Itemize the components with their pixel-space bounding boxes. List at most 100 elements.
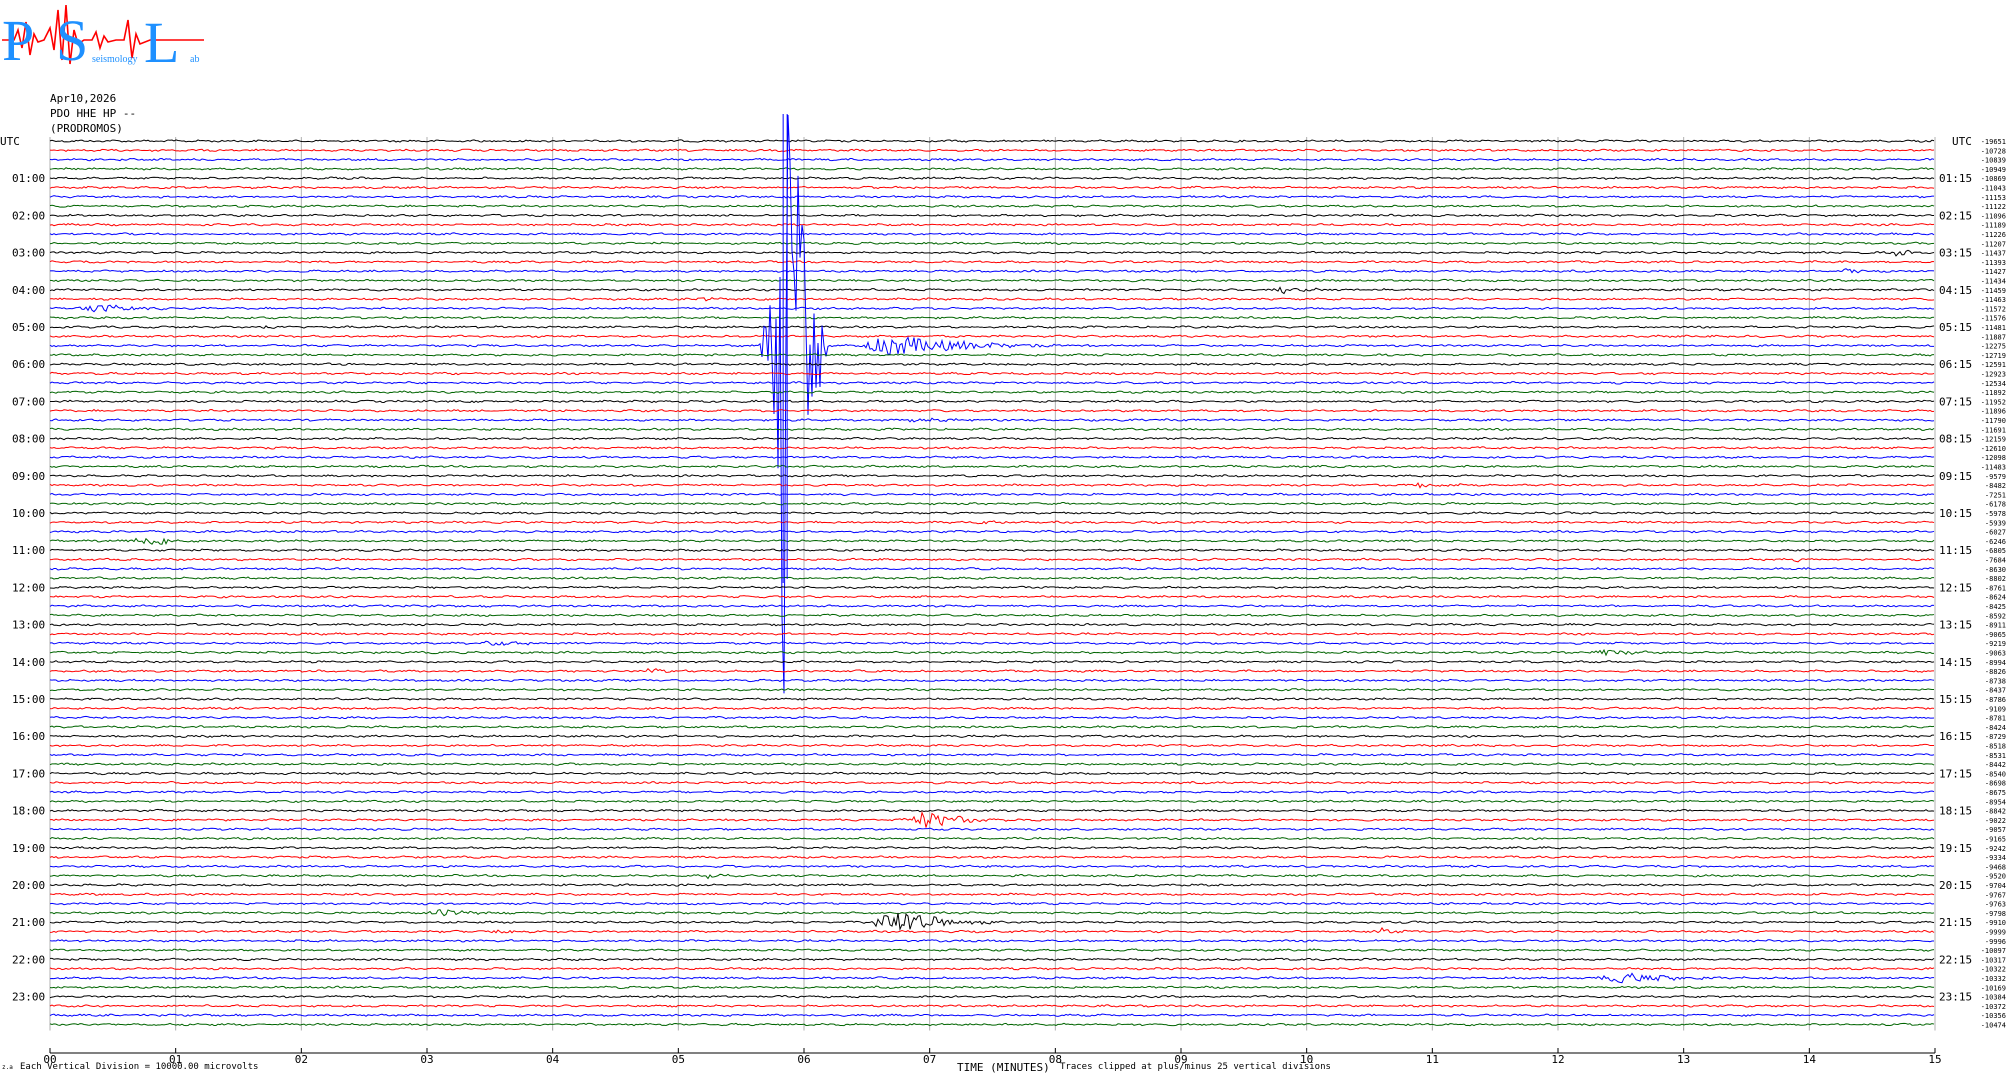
trace-offset-label-68: -8540 [1985, 770, 2006, 778]
trace-offset-label-72: -8842 [1985, 808, 2006, 816]
trace-42 [49, 529, 1935, 534]
trace-offset-label-36: -9579 [1985, 473, 2006, 481]
trace-81 [49, 892, 1935, 897]
trace-35 [49, 464, 1935, 469]
logo-seismogram-icon [2, 4, 204, 65]
left-hour-label-2200: 22:00 [12, 953, 45, 966]
trace-95 [49, 1022, 1935, 1027]
trace-offset-label-17: -11463 [1981, 296, 2006, 304]
right-hour-label-0615: 06:15 [1939, 358, 1972, 371]
trace-offset-label-88: -10317 [1981, 956, 2006, 964]
trace-70 [49, 790, 1935, 794]
trace-offset-label-75: -9165 [1985, 836, 2006, 844]
time-tick-label-13: 13 [1677, 1053, 1690, 1066]
trace-23 [49, 353, 1935, 357]
trace-offset-label-14: -11427 [1981, 268, 2006, 276]
left-hour-label-1900: 19:00 [12, 842, 45, 855]
trace-offset-label-81: -9767 [1985, 891, 2006, 899]
trace-79 [49, 873, 1935, 880]
left-hour-label-1500: 15:00 [12, 693, 45, 706]
trace-47 [49, 576, 1935, 580]
logo-letter-p: P [2, 8, 34, 73]
right-hour-label-1515: 15:15 [1939, 693, 1972, 706]
time-tick-label-11: 11 [1426, 1053, 1439, 1066]
trace-offset-label-46: -8630 [1985, 566, 2006, 574]
trace-offset-label-90: -10332 [1981, 975, 2006, 983]
right-hour-label-1215: 12:15 [1939, 581, 1972, 594]
trace-68 [49, 771, 1935, 776]
left-hour-label-2300: 23:00 [12, 991, 45, 1004]
trace-offset-label-32: -12159 [1981, 436, 2006, 444]
left-hour-label-0500: 05:00 [12, 321, 45, 334]
time-tick-label-14: 14 [1803, 1053, 1817, 1066]
trace-5 [49, 185, 1935, 190]
trace-offset-label-67: -8442 [1985, 761, 2006, 769]
trace-offset-label-3: -10949 [1981, 166, 2006, 174]
right-hour-label-0115: 01:15 [1939, 172, 1972, 185]
trace-1 [49, 148, 1935, 152]
trace-offset-label-34: -12098 [1981, 454, 2006, 462]
trace-6 [49, 195, 1935, 199]
trace-offset-label-27: -11892 [1981, 389, 2006, 397]
trace-34 [49, 455, 1935, 459]
trace-84 [49, 912, 1935, 931]
logo-word-lab: ab [190, 54, 199, 65]
trace-69 [49, 780, 1935, 785]
trace-8 [49, 213, 1935, 218]
trace-offset-label-47: -8802 [1985, 575, 2006, 583]
trace-offset-label-70: -8675 [1985, 789, 2006, 797]
trace-offset-label-82: -9763 [1985, 901, 2006, 909]
trace-offset-label-60: -8786 [1985, 696, 2006, 704]
left-hour-label-1400: 14:00 [12, 656, 45, 669]
right-hour-label-0215: 02:15 [1939, 209, 1972, 222]
trace-offset-label-18: -11572 [1981, 305, 2006, 313]
trace-40 [49, 511, 1935, 515]
trace-12 [49, 249, 1935, 257]
left-hour-label-0100: 01:00 [12, 172, 45, 185]
trace-43 [49, 537, 1935, 545]
right-axis-title: UTC [1952, 135, 1972, 148]
trace-24 [49, 362, 1935, 366]
trace-offset-label-95: -10474 [1981, 1022, 2006, 1030]
trace-27 [49, 390, 1935, 394]
trace-offset-label-33: -12610 [1981, 445, 2006, 453]
left-hour-label-1600: 16:00 [12, 730, 45, 743]
trace-offset-label-2: -10839 [1981, 157, 2006, 165]
trace-offset-label-42: -6027 [1985, 529, 2006, 537]
trace-94 [49, 1013, 1935, 1017]
trace-offset-label-10: -11226 [1981, 231, 2006, 239]
left-hour-labels: UTC 01:00 02:00 03:00 04:00 05:00 06:00 07:00 08… [0, 135, 45, 1004]
trace-offset-label-50: -8425 [1985, 603, 2006, 611]
trace-58 [49, 678, 1935, 683]
station-code: PDO HHE HP -- [50, 107, 137, 120]
left-hour-label-0200: 02:00 [12, 209, 45, 222]
time-tick-label-15: 15 [1928, 1053, 1941, 1066]
logo-letter-s: S [56, 8, 88, 73]
trace-85 [49, 927, 1935, 934]
right-hour-label-0415: 04:15 [1939, 284, 1972, 297]
trace-2 [49, 157, 1935, 162]
trace-83 [49, 909, 1935, 917]
trace-26 [49, 381, 1935, 385]
time-tick-label-12: 12 [1551, 1053, 1564, 1066]
left-hour-label-0700: 07:00 [12, 395, 45, 408]
trace-offset-label-66: -8531 [1985, 752, 2006, 760]
trace-offset-label-58: -8738 [1985, 677, 2006, 685]
trace-offset-label-15: -11434 [1981, 278, 2006, 286]
trace-offset-label-39: -6178 [1985, 501, 2006, 509]
trace-10 [49, 232, 1935, 236]
trace-offset-label-86: -9996 [1985, 938, 2006, 946]
trace-19 [49, 315, 1935, 320]
trace-offset-label-1: -10728 [1981, 147, 2006, 155]
trace-offset-label-55: -9063 [1985, 650, 2006, 658]
trace-offset-label-37: -8482 [1985, 482, 2006, 490]
trace-offset-label-71: -8954 [1985, 798, 2006, 806]
trace-13 [49, 260, 1935, 264]
trace-offset-label-74: -9057 [1985, 826, 2006, 834]
left-hour-label-1100: 11:00 [12, 544, 45, 557]
trace-31 [49, 427, 1935, 431]
trace-offset-label-83: -9798 [1985, 910, 2006, 918]
trace-offset-label-48: -8761 [1985, 584, 2006, 592]
trace-46 [49, 567, 1935, 571]
